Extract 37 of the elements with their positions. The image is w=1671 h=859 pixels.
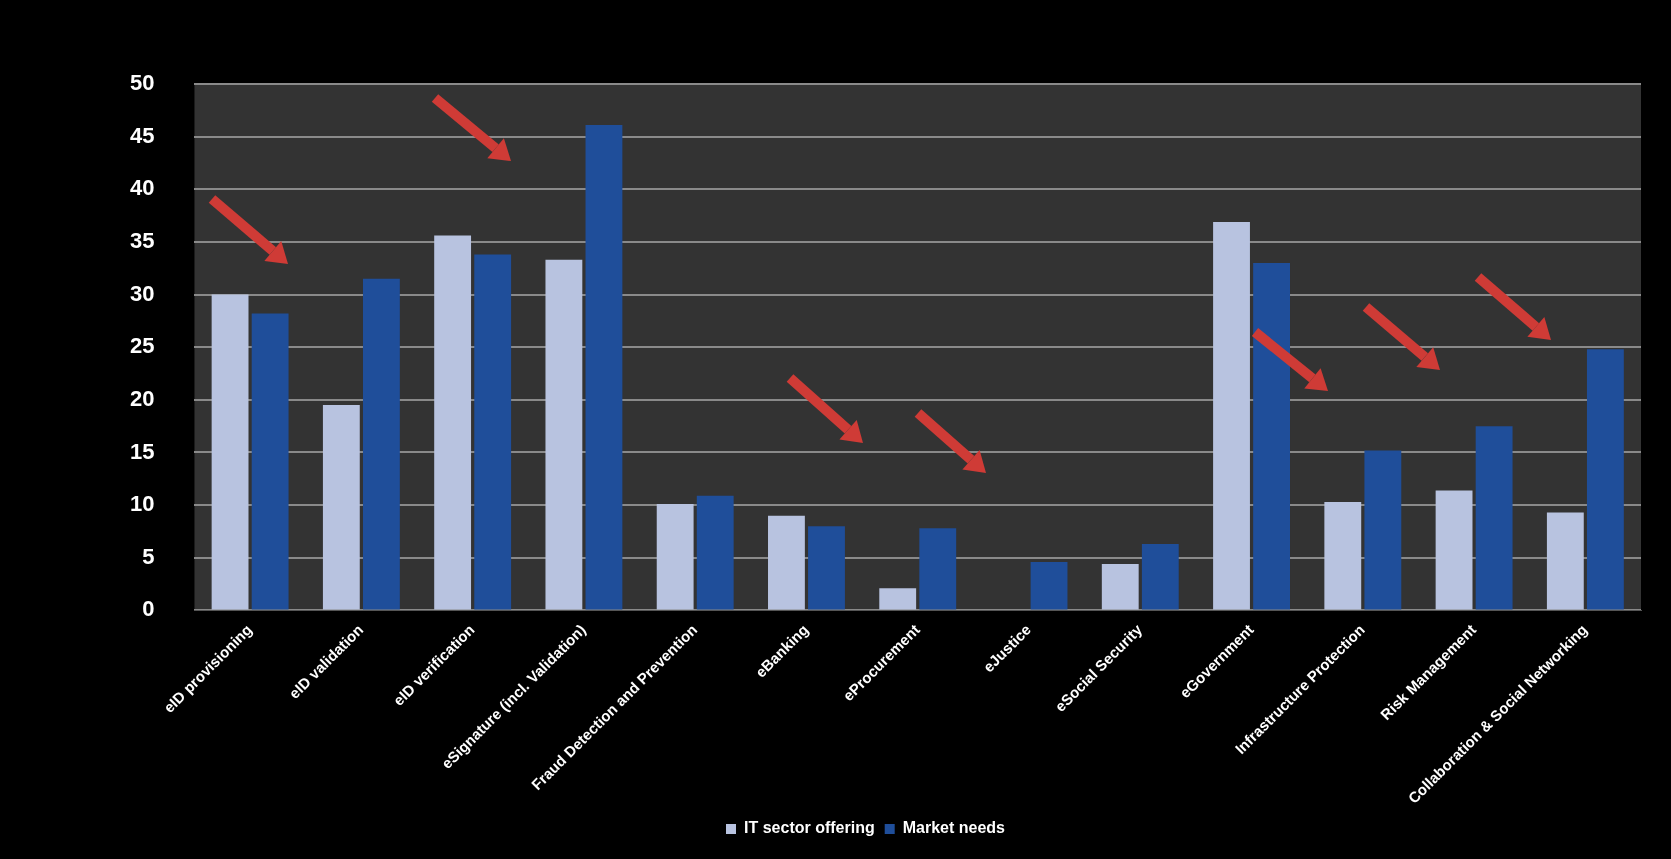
y-tick-label: 50 (129, 70, 155, 96)
bar (1586, 349, 1624, 610)
y-tick-label: 20 (129, 385, 155, 411)
bar (1324, 501, 1362, 610)
bar (768, 515, 805, 610)
bar (1364, 450, 1402, 610)
legend-label: IT sector offering (744, 819, 875, 837)
y-tick-label: 25 (129, 333, 155, 359)
y-tick-label: 40 (129, 175, 155, 201)
legend-label: Market needs (902, 819, 1006, 837)
y-tick-label: 15 (129, 438, 155, 464)
bar (1546, 512, 1584, 610)
bar (1213, 221, 1250, 610)
y-tick-label: 35 (129, 227, 155, 253)
bar (1475, 426, 1513, 610)
bar (545, 259, 583, 610)
y-tick-label: 10 (129, 491, 155, 517)
bar (211, 294, 249, 610)
bar (1101, 564, 1139, 610)
bar (1435, 490, 1473, 610)
bar (919, 528, 957, 610)
bar (251, 313, 289, 610)
bar (322, 405, 360, 610)
bar (879, 588, 917, 610)
bar (808, 526, 845, 610)
bar (1030, 561, 1068, 610)
bar (696, 495, 734, 610)
y-tick-label: 0 (142, 596, 155, 622)
bar (434, 235, 472, 610)
bar (474, 254, 512, 610)
bar (585, 125, 623, 610)
bar (362, 278, 400, 610)
bar (656, 504, 694, 610)
bar (1141, 544, 1179, 610)
y-tick-label: 30 (129, 280, 155, 306)
y-tick-label: 5 (142, 543, 155, 569)
y-tick-label: 45 (129, 122, 155, 148)
